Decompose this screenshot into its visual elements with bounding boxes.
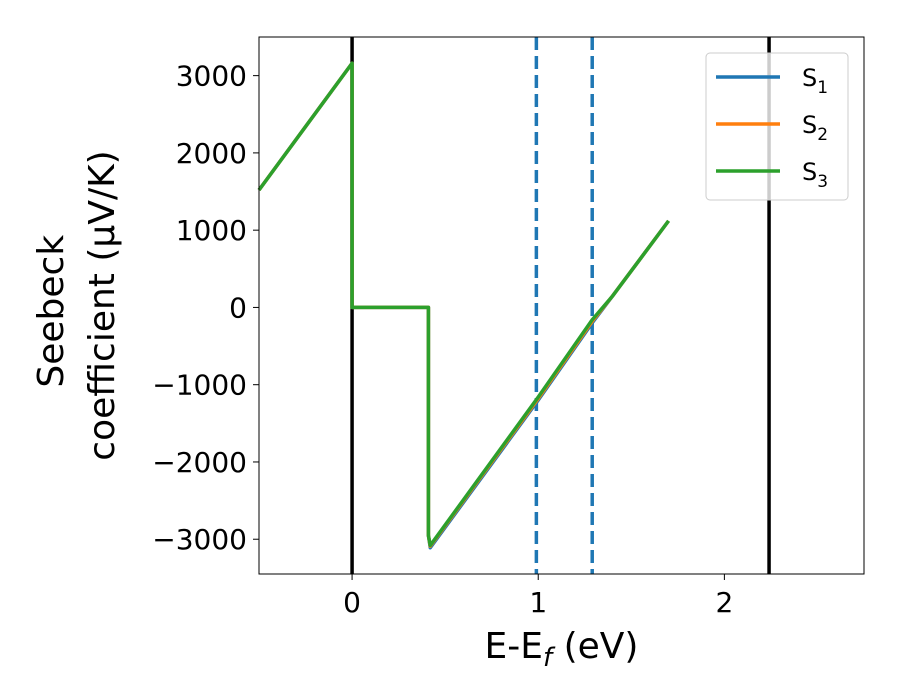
legend-box: [705, 52, 849, 201]
x-tick-label: 0: [343, 586, 361, 619]
series-line-s3: [257, 61, 670, 548]
legend: S1 S2 S3: [705, 52, 849, 201]
y-axis-label-line-2: coefficient (μV/K): [82, 150, 123, 460]
y-tick-label: −3000: [152, 523, 247, 556]
y-tick-label: 1000: [176, 214, 247, 247]
series-layer: [257, 61, 670, 550]
y-tick-label: 3000: [176, 60, 247, 93]
ticks-layer: 0 1 2 3000 2000 1000 0 −1000 −2000 −3000: [152, 60, 733, 619]
x-tick-label: 2: [715, 586, 733, 619]
legend-label-s1: S1: [802, 64, 828, 98]
y-tick-label: 0: [229, 291, 247, 324]
y-tick-label: −2000: [152, 446, 247, 479]
legend-label-s3: S3: [802, 158, 828, 192]
y-axis-label-line-1: Seebeck: [31, 235, 72, 388]
x-tick-label: 1: [529, 586, 547, 619]
x-axis-label: E-Ef (eV): [485, 626, 639, 673]
y-axis-label: Seebeck coefficient (μV/K): [31, 150, 123, 460]
y-tick-label: 2000: [176, 137, 247, 170]
legend-label-s2: S2: [802, 111, 828, 145]
plot-frame: [258, 36, 865, 575]
y-tick-label: −1000: [152, 369, 247, 402]
